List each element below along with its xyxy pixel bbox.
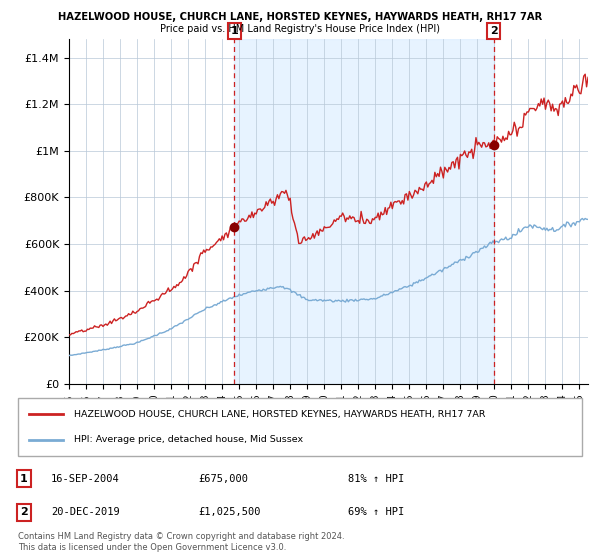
Text: 2: 2 [490, 26, 497, 36]
Text: Contains HM Land Registry data © Crown copyright and database right 2024.: Contains HM Land Registry data © Crown c… [18, 532, 344, 541]
Text: 1: 1 [230, 26, 238, 36]
Text: 1: 1 [20, 474, 28, 484]
Text: 81% ↑ HPI: 81% ↑ HPI [348, 474, 404, 484]
Text: 16-SEP-2004: 16-SEP-2004 [51, 474, 120, 484]
Text: HAZELWOOD HOUSE, CHURCH LANE, HORSTED KEYNES, HAYWARDS HEATH, RH17 7AR: HAZELWOOD HOUSE, CHURCH LANE, HORSTED KE… [58, 12, 542, 22]
Text: This data is licensed under the Open Government Licence v3.0.: This data is licensed under the Open Gov… [18, 543, 286, 552]
Text: Price paid vs. HM Land Registry's House Price Index (HPI): Price paid vs. HM Land Registry's House … [160, 24, 440, 34]
Text: HAZELWOOD HOUSE, CHURCH LANE, HORSTED KEYNES, HAYWARDS HEATH, RH17 7AR: HAZELWOOD HOUSE, CHURCH LANE, HORSTED KE… [74, 409, 486, 418]
Text: £1,025,500: £1,025,500 [198, 507, 260, 517]
Text: HPI: Average price, detached house, Mid Sussex: HPI: Average price, detached house, Mid … [74, 436, 304, 445]
FancyBboxPatch shape [18, 398, 582, 456]
Text: £675,000: £675,000 [198, 474, 248, 484]
Text: 2: 2 [20, 507, 28, 517]
Text: 20-DEC-2019: 20-DEC-2019 [51, 507, 120, 517]
Text: 69% ↑ HPI: 69% ↑ HPI [348, 507, 404, 517]
Bar [234, 39, 494, 384]
